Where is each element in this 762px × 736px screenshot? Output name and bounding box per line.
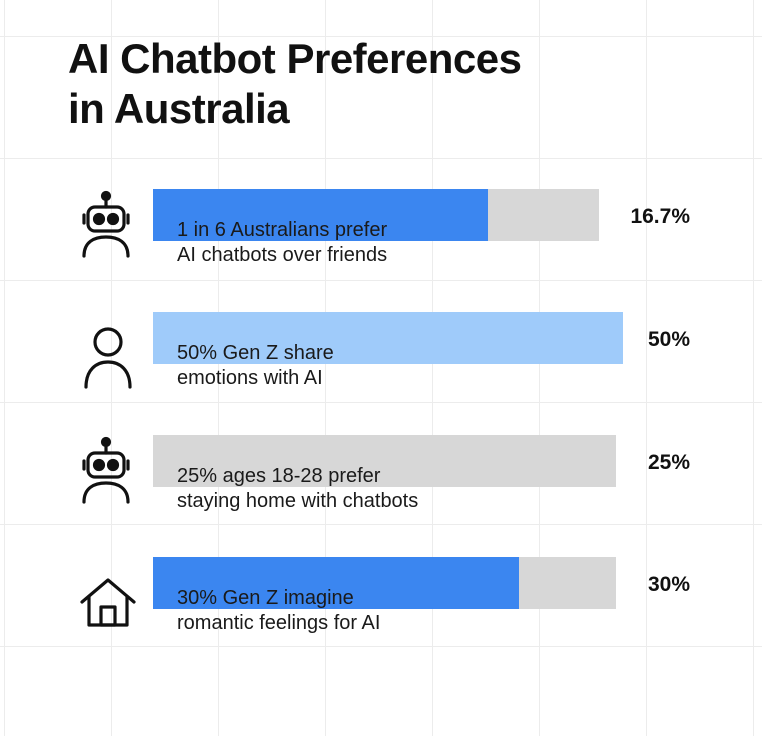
bar-label-line-1: 1 in 6 Australians prefer: [177, 219, 388, 241]
bar-label-line-1: 50% Gen Z share: [177, 342, 334, 364]
bar-label-line-2: AI chatbots over friends: [177, 244, 388, 266]
bar-track: [153, 557, 616, 609]
bar-fill: [153, 189, 488, 241]
bar-label-line-1: 25% ages 18-28 prefer: [177, 465, 381, 487]
bar-label-line-2: emotions with AI: [177, 367, 323, 389]
bar-track: [153, 435, 616, 487]
bar-label-line-2: romantic feelings for AI: [177, 612, 381, 634]
person-icon: [76, 317, 140, 397]
bar-row-4: 30% Gen Z imagine romantic feelings for A…: [0, 550, 762, 650]
bar-row-2: 50% Gen Z share emotions with AI 50%: [0, 305, 762, 405]
chart-title: AI Chatbot Preferences in Australia: [68, 34, 668, 134]
bar-row-3: 25% ages 18-28 prefer staying home with c…: [0, 428, 762, 528]
value-label: 30%: [647, 573, 690, 596]
bar-fill: [153, 557, 519, 609]
bar-row-1: 1 in 6 Australians prefer AI chatbots ove…: [0, 182, 762, 282]
robot-icon: [76, 190, 140, 270]
chart-title-line-1: AI Chatbot Preferences: [68, 35, 522, 82]
value-label: 16.7%: [630, 205, 690, 228]
bar-fill: [153, 312, 623, 364]
chart-title-line-2: in Australia: [68, 85, 290, 132]
bar-label-line-2: staying home with chatbots: [177, 490, 419, 512]
bar-label-line-1: 30% Gen Z imagine: [177, 587, 354, 609]
bar-track: [153, 312, 623, 364]
house-icon: [76, 564, 140, 644]
bar-track: [153, 189, 599, 241]
value-label: 50%: [647, 328, 690, 351]
value-label: 25%: [647, 451, 690, 474]
robot-icon: [76, 436, 140, 516]
